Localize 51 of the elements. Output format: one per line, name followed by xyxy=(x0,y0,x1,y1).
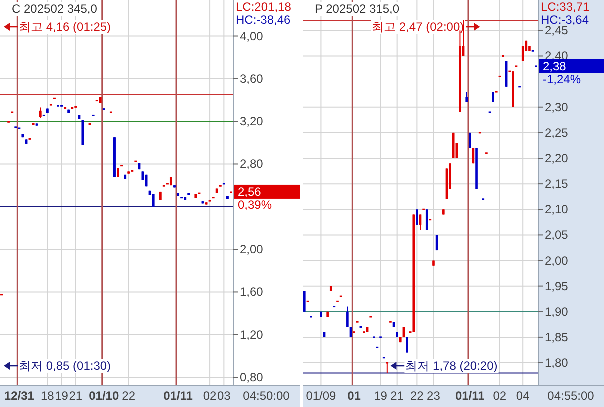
chart-title: C 202502 345,0 xyxy=(12,2,98,16)
x-tick-label: 04 xyxy=(516,389,530,403)
y-tick-label: 1,95 xyxy=(545,279,569,294)
y-tick-label: 0,80 xyxy=(240,370,264,385)
y-tick-label: 2,05 xyxy=(545,228,569,242)
y-tick-label: 3,60 xyxy=(240,72,264,86)
text: 2,38 xyxy=(543,59,567,74)
x-tick-label: 02 xyxy=(203,389,218,403)
text: LC:201,18 xyxy=(236,0,292,14)
x-tick-label: 01 xyxy=(348,389,362,403)
annotation: 최저 0,85 (01:30) xyxy=(19,359,112,373)
y-tick-label: 1,85 xyxy=(545,330,569,344)
x-tick-label: 22 xyxy=(122,389,136,403)
x-tick-label: 03 xyxy=(217,389,232,403)
annotation: 최고 4,16 (01:25) xyxy=(19,20,112,34)
text: 0,39% xyxy=(238,198,272,212)
y-tick-label: 2,10 xyxy=(545,202,569,217)
x-tick-label: 01/11 xyxy=(455,389,486,403)
x-tick-label: 02 xyxy=(493,389,507,403)
annotation: 최저 1,78 (20:20) xyxy=(406,359,498,373)
y-tick-label: 2,80 xyxy=(240,157,264,172)
text: 2,56 xyxy=(238,184,262,199)
x-tick-label: 21 xyxy=(390,389,404,403)
x-tick-label: 01/09 xyxy=(306,389,337,403)
x-tick-label: 18 xyxy=(40,389,55,403)
x-tick-label: 22 xyxy=(410,389,424,403)
text: LC:33,71 xyxy=(541,0,590,14)
y-tick-label: 2,20 xyxy=(545,152,569,166)
text: HC:-38,46 xyxy=(236,13,292,27)
x-tick-label: 12/31 xyxy=(4,389,35,403)
y-tick-label: 1,80 xyxy=(545,356,569,370)
x-tick-label: 01/11 xyxy=(164,389,194,403)
text: 04:55:00 xyxy=(548,389,595,403)
y-tick-label: 4,00 xyxy=(240,29,264,44)
y-tick-label: 2,25 xyxy=(545,126,569,140)
text: 04:50:00 xyxy=(243,389,290,403)
y-tick-label: 1,90 xyxy=(545,304,569,319)
x-tick-label: 19 xyxy=(55,389,69,403)
y-tick-label: 2,00 xyxy=(545,254,569,268)
text: -1,24% xyxy=(543,72,582,86)
y-tick-label: 2,30 xyxy=(545,100,569,114)
y-tick-label: 2,00 xyxy=(240,242,264,257)
x-tick-label: 21 xyxy=(69,389,83,403)
y-tick-label: 2,15 xyxy=(545,177,569,192)
x-tick-label: 23 xyxy=(427,389,441,403)
y-tick-label: 3,20 xyxy=(240,114,264,129)
x-tick-label: 19 xyxy=(374,389,388,403)
chart-title: P 202502 315,0 xyxy=(315,2,400,16)
y-tick-label: 1,20 xyxy=(240,328,264,342)
y-tick-label: 1,60 xyxy=(240,285,264,300)
x-tick-label: 01/10 xyxy=(89,389,120,403)
